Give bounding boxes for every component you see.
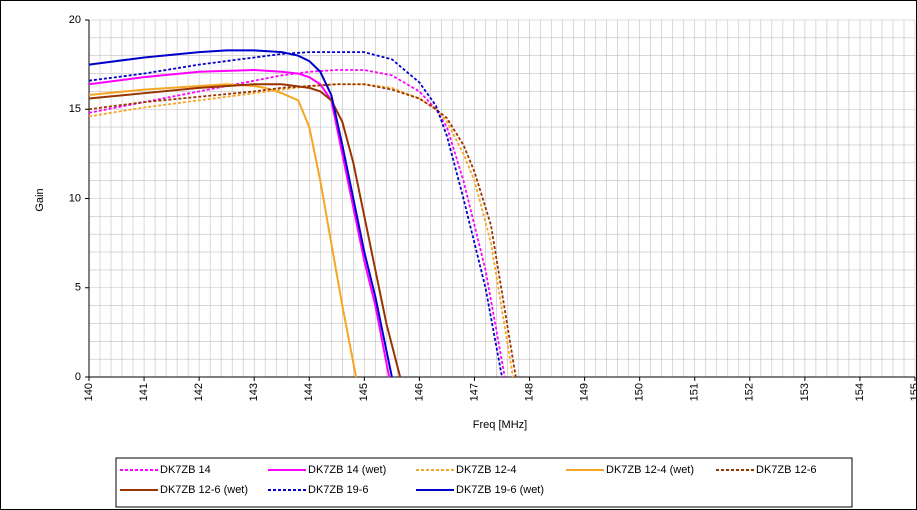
series-line [88, 68, 391, 378]
x-tick-label: 145 [358, 383, 370, 401]
y-tick-label: 10 [69, 192, 81, 204]
y-tick-label: 15 [69, 103, 81, 115]
legend-box [115, 457, 853, 508]
legend-label: DK7ZB 12-4 [456, 464, 517, 476]
series-line [88, 51, 503, 378]
legend-label: DK7ZB 14 (wet) [308, 464, 386, 476]
x-tick-label: 151 [689, 383, 701, 401]
legend-label: DK7ZB 14 [160, 464, 211, 476]
series-line [88, 83, 358, 378]
x-tick-label: 143 [248, 383, 260, 401]
x-tick-label: 144 [303, 383, 315, 401]
x-tick-label: 155 [909, 383, 917, 401]
x-tick-label: 141 [138, 383, 150, 401]
series-line [88, 49, 393, 378]
x-axis-label: Freq [MHz] [473, 419, 527, 431]
y-tick-label: 20 [69, 14, 81, 26]
y-tick-label: 5 [75, 282, 81, 294]
y-axis-label: Gain [34, 188, 46, 211]
legend-label: DK7ZB 12-4 (wet) [606, 464, 694, 476]
x-tick-label: 152 [744, 383, 756, 401]
x-tick-label: 150 [634, 383, 646, 401]
x-tick-label: 142 [193, 383, 205, 401]
y-tick-label: 0 [75, 371, 81, 383]
x-tick-label: 148 [523, 383, 535, 401]
legend-label: DK7ZB 12-6 (wet) [160, 484, 248, 496]
legend-label: DK7ZB 19-6 (wet) [456, 484, 544, 496]
legend-label: DK7ZB 19-6 [308, 484, 369, 496]
x-tick-label: 153 [799, 383, 811, 401]
series-line [88, 83, 517, 378]
series-line [88, 83, 402, 378]
x-tick-label: 146 [413, 383, 425, 401]
legend-label: DK7ZB 12-6 [756, 464, 817, 476]
x-tick-label: 147 [468, 383, 480, 401]
x-tick-label: 140 [83, 383, 95, 401]
x-tick-label: 149 [579, 383, 591, 401]
x-tick-label: 154 [854, 383, 866, 401]
